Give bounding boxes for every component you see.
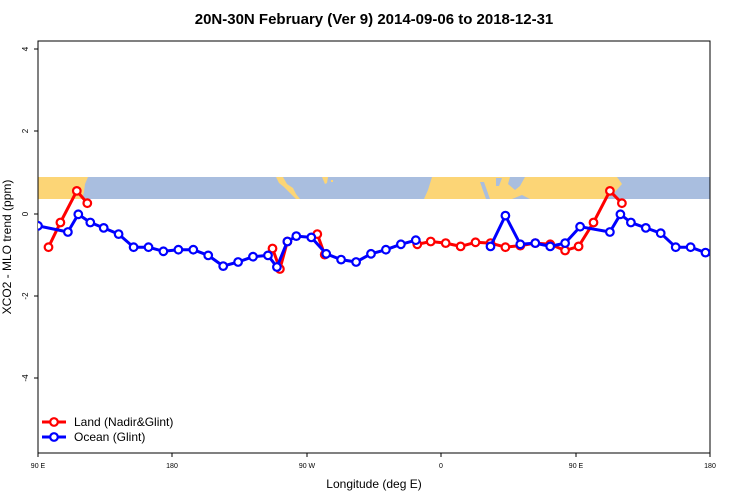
data-point-ocean [640,222,651,233]
data-point-ocean [62,227,73,237]
legend-marker-ocean [49,432,59,442]
data-point-land [573,241,584,252]
x-tick-label: 0 [439,463,443,470]
legend-item-ocean: Ocean (Glint) [42,430,145,444]
x-tick-label: 90 E [569,463,584,470]
data-point-ocean [291,231,302,242]
data-point-ocean [515,239,526,250]
data-point-ocean [98,222,109,233]
series-line-land [47,189,89,248]
data-point-ocean [530,238,541,249]
data-point-ocean [685,242,696,253]
data-point-ocean [560,238,570,249]
data-point-ocean [128,242,139,253]
data-point-ocean [73,209,84,220]
map-land-mexico [276,177,300,199]
data-point-ocean [282,236,293,247]
series-ocean [38,209,710,272]
y-tick-label: 2 [21,128,30,133]
data-point-ocean [203,250,214,261]
data-point-land [82,198,93,209]
map-land-africa-arabia [424,177,622,199]
data-point-ocean [655,228,666,239]
y-tick-label: 0 [21,211,30,216]
map-land-florida [322,177,328,184]
data-point-land [55,217,66,228]
data-point-ocean [113,229,124,240]
legend-item-land: Land (Nadir&Glint) [42,415,173,429]
data-point-ocean [218,261,229,272]
y-axis: 4 2 0 -2 -4 XCO2 - MLO trend (ppm) [0,46,38,382]
data-point-ocean [233,257,244,267]
data-point-land [267,243,278,254]
data-point-ocean [85,217,96,228]
data-point-land [617,198,627,209]
data-point-land [470,237,481,248]
data-point-ocean [615,209,626,220]
data-point-ocean [248,251,258,262]
map-land-bahamas [331,180,333,182]
data-point-ocean [336,254,347,265]
plot-frame [37,40,711,454]
map-red-sea [480,182,490,199]
legend-label-ocean: Ocean (Glint) [74,430,145,444]
y-axis-label: XCO2 - MLO trend (ppm) [0,180,14,315]
x-tick-label: 90 W [299,463,316,470]
data-point-land [588,217,599,228]
data-point-land [71,185,82,196]
map-strip [38,177,710,199]
data-point-ocean [500,210,511,221]
y-tick-label: 4 [21,46,30,51]
data-point-ocean [351,257,362,267]
legend: Land (Nadir&Glint) Ocean (Glint) [42,415,173,444]
x-tick-label: 90 E [31,463,46,470]
chart-title: 20N-30N February (Ver 9) 2014-09-06 to 2… [195,11,554,28]
data-point-ocean [272,262,282,272]
data-point-ocean [700,247,710,258]
data-point-ocean [143,242,154,253]
data-point-ocean [626,217,636,228]
y-tick-label: -2 [21,292,30,300]
data-point-ocean [410,235,421,246]
data-point-land [500,242,511,253]
series-layer [38,185,710,274]
data-point-land [425,236,436,247]
data-point-land [43,242,54,253]
legend-marker-land [49,417,59,427]
data-point-land [605,185,615,196]
data-point-ocean [485,241,496,252]
data-point-ocean [158,246,169,257]
data-point-ocean [173,244,184,255]
data-point-ocean [321,248,332,259]
map-gulf-ocean [496,178,502,186]
data-point-ocean [545,241,556,252]
data-point-land [440,238,451,249]
data-point-ocean [605,227,615,237]
data-point-ocean [306,232,317,243]
x-tick-label: 180 [166,463,178,470]
data-point-ocean [670,242,681,253]
series-land [43,185,627,274]
legend-label-land: Land (Nadir&Glint) [74,415,173,429]
data-point-ocean [575,221,585,232]
data-point-ocean [188,244,199,255]
y-tick-label: -4 [21,374,30,382]
data-point-land [455,241,466,252]
data-point-ocean [381,244,391,255]
x-axis: 90 E 180 90 W 0 90 E 180 Longitude (deg … [31,453,716,491]
data-point-ocean [38,220,43,231]
data-point-ocean [366,248,376,259]
x-axis-label: Longitude (deg E) [326,477,421,491]
x-tick-label: 180 [704,463,716,470]
data-point-ocean [263,250,273,261]
data-point-ocean [396,239,406,250]
